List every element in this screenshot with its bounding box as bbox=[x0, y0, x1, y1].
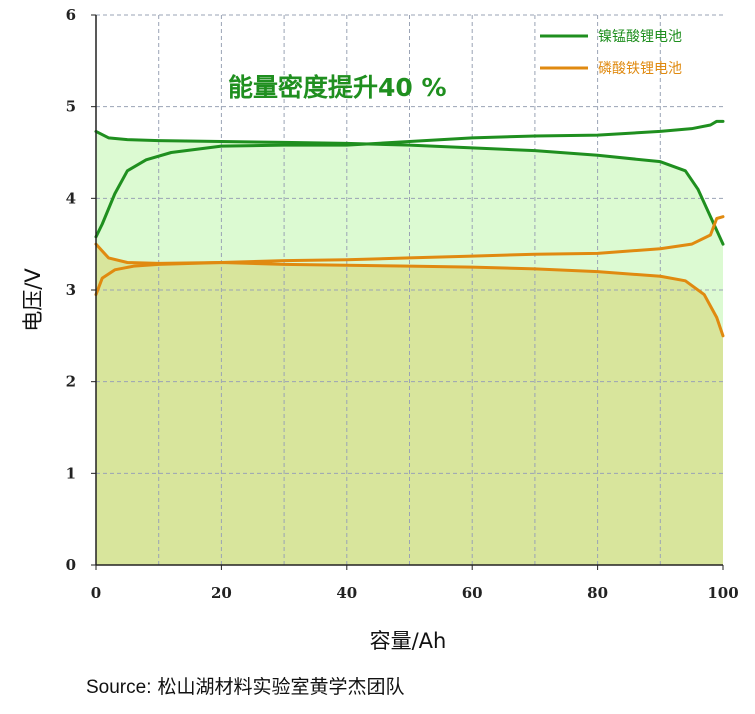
x-tick-label: 40 bbox=[336, 584, 357, 602]
x-tick-label: 0 bbox=[91, 584, 101, 602]
x-tick-label: 20 bbox=[211, 584, 232, 602]
y-tick-label: 4 bbox=[66, 189, 76, 207]
y-tick-label: 1 bbox=[66, 464, 76, 482]
legend-label-0: 镍锰酸锂电池 bbox=[598, 29, 682, 45]
y-tick-label: 0 bbox=[66, 556, 76, 574]
source-credit: Source: 松山湖材料实验室黄学杰团队 bbox=[86, 672, 405, 699]
axes bbox=[91, 14, 724, 570]
legend-label-1: 磷酸铁锂电池 bbox=[598, 61, 682, 77]
series-fill-1 bbox=[96, 244, 723, 565]
y-tick-label: 6 bbox=[66, 6, 76, 24]
source-text: 松山湖材料实验室黄学杰团队 bbox=[157, 676, 405, 698]
series-line-1-charge bbox=[94, 215, 725, 297]
series-line-0-discharge bbox=[94, 129, 725, 246]
x-tick-label: 80 bbox=[587, 584, 608, 602]
x-tick-label: 60 bbox=[462, 584, 483, 602]
x-tick-label: 100 bbox=[707, 584, 738, 602]
y-tick-label: 2 bbox=[66, 373, 76, 391]
series-line-1-discharge bbox=[94, 242, 725, 338]
series-lines bbox=[94, 119, 725, 338]
x-axis-label: 容量/Ah bbox=[370, 629, 447, 653]
area-fills bbox=[96, 131, 723, 565]
source-label: Source: bbox=[86, 677, 152, 698]
gridlines bbox=[96, 14, 723, 565]
annotation-text: 能量密度提升40 % bbox=[228, 73, 447, 102]
y-tick-label: 5 bbox=[66, 98, 76, 116]
y-tick-label: 3 bbox=[66, 281, 76, 299]
y-axis-label: 电压/V bbox=[21, 268, 45, 332]
